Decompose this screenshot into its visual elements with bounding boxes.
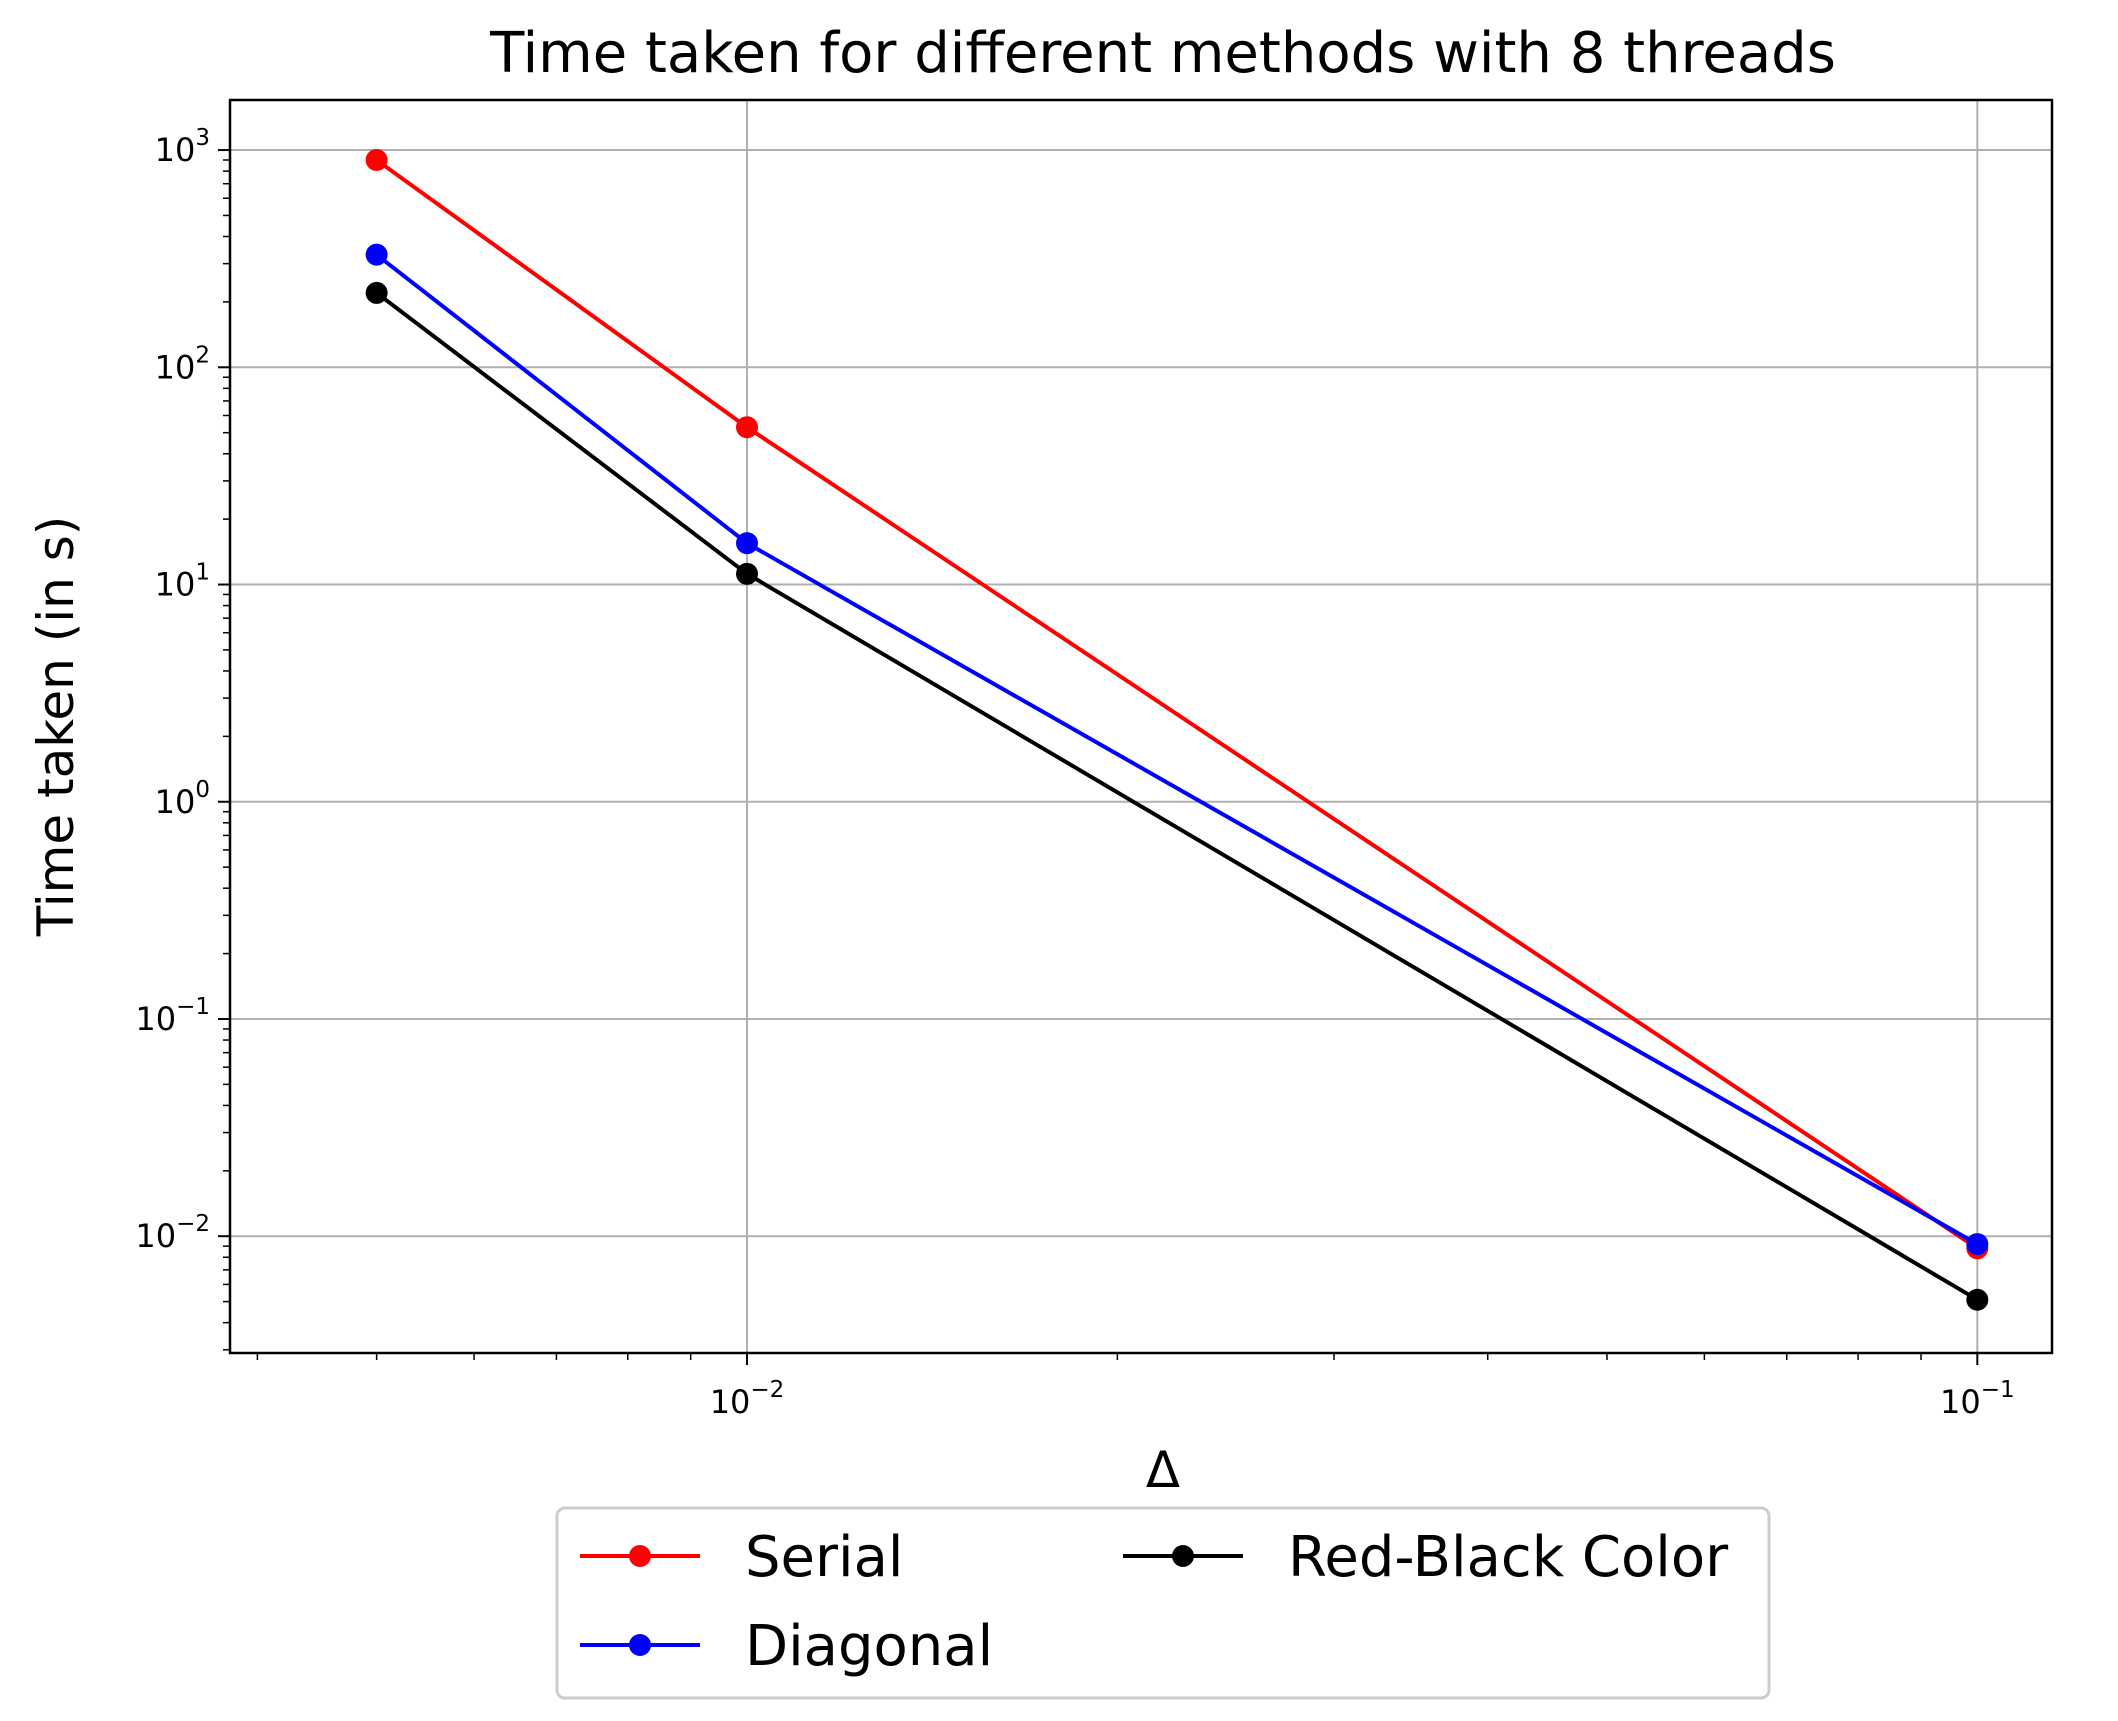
grid — [230, 100, 2052, 1353]
data-point — [365, 149, 388, 172]
legend-marker — [1172, 1545, 1194, 1567]
y-tick-label: 100 — [155, 777, 210, 821]
legend-marker — [629, 1634, 651, 1656]
legend-item: Diagonal — [580, 1614, 993, 1679]
data-point — [736, 416, 759, 439]
chart-title: Time taken for different methods with 8 … — [489, 21, 1836, 86]
series-serial — [365, 149, 1989, 1260]
x-axis-ticks: 10−2 10−1 — [710, 1353, 2015, 1421]
y-tick-label: 102 — [155, 342, 210, 386]
legend-item: Red-Black Color — [1123, 1525, 1729, 1590]
plot-frame — [228, 98, 2054, 1355]
y-tick-label: 101 — [155, 560, 210, 604]
data-point — [1966, 1288, 1989, 1311]
x-tick-label: 10−2 — [710, 1377, 785, 1421]
series-diagonal — [365, 243, 1989, 1256]
legend-label: Serial — [745, 1525, 903, 1590]
x-tick-label: 10−1 — [1940, 1377, 2015, 1421]
data-point — [1966, 1233, 1989, 1256]
y-axis-ticks: 103 102 101 100 10−1 10−2 — [135, 125, 230, 1255]
data-point — [736, 532, 759, 555]
legend-item: Serial — [580, 1525, 903, 1590]
series-red-black-color — [365, 281, 1989, 1311]
series-layer — [365, 149, 1989, 1311]
y-tick-label: 10−1 — [135, 994, 210, 1038]
y-axis-label: Time taken (in s) — [27, 516, 85, 938]
data-point — [365, 281, 388, 304]
legend: Serial Diagonal Red-Black Color — [555, 1506, 1771, 1700]
data-point — [365, 243, 388, 266]
legend-frame — [555, 1506, 1771, 1700]
legend-marker — [629, 1545, 651, 1567]
x-axis-label: Δ — [1146, 1441, 1180, 1499]
y-tick-label: 103 — [155, 125, 210, 169]
y-tick-label: 10−2 — [135, 1211, 210, 1255]
legend-label: Diagonal — [745, 1614, 993, 1679]
legend-label: Red-Black Color — [1288, 1525, 1729, 1590]
data-point — [736, 562, 759, 585]
